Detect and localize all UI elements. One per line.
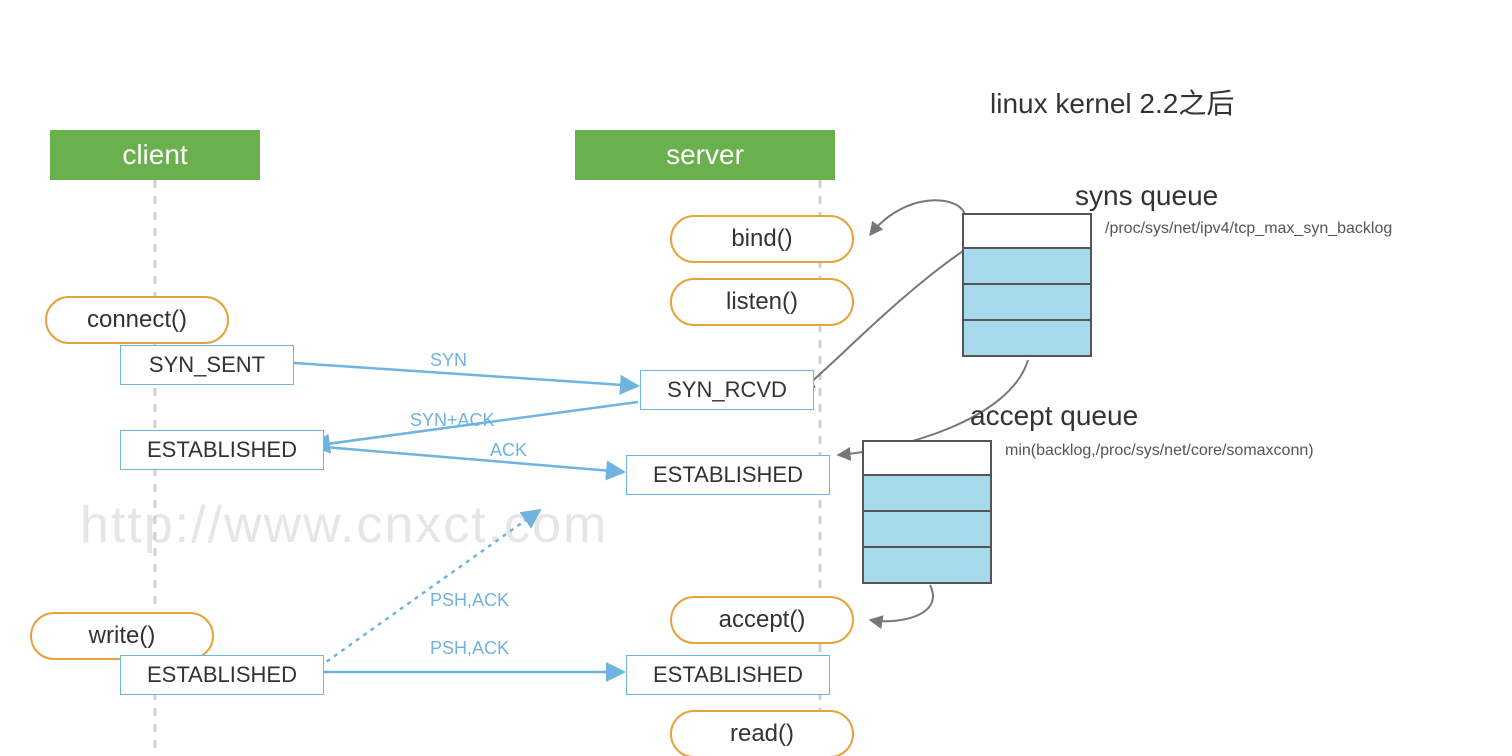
connect-call-label: connect() — [87, 306, 187, 334]
write-call-label: write() — [89, 622, 156, 650]
label-syn: SYN — [430, 350, 467, 371]
syns-queue-subtitle: /proc/sys/net/ipv4/tcp_max_syn_backlog — [1105, 220, 1392, 238]
server-header: server — [575, 130, 835, 180]
state-established-client-2: ESTABLISHED — [120, 655, 324, 695]
read-call: read() — [670, 710, 854, 756]
accept-queue-title: accept queue — [970, 400, 1138, 432]
state-syn-sent-label: SYN_SENT — [149, 352, 265, 378]
state-established-client-1-label: ESTABLISHED — [147, 437, 297, 463]
server-header-label: server — [666, 139, 744, 171]
state-established-server-1: ESTABLISHED — [626, 455, 830, 495]
client-header: client — [50, 130, 260, 180]
state-syn-sent: SYN_SENT — [120, 345, 294, 385]
label-psh-ack-2: PSH,ACK — [430, 638, 509, 659]
accept-queue-subtitle: min(backlog,/proc/sys/net/core/somaxconn… — [1005, 442, 1314, 460]
listen-call: listen() — [670, 278, 854, 326]
bind-call-label: bind() — [731, 225, 792, 253]
state-syn-rcvd: SYN_RCVD — [640, 370, 814, 410]
syns-queue-title: syns queue — [1075, 180, 1218, 212]
read-call-label: read() — [730, 720, 794, 748]
state-established-client-1: ESTABLISHED — [120, 430, 324, 470]
syns-queue — [962, 213, 1092, 357]
state-established-server-2: ESTABLISHED — [626, 655, 830, 695]
accept-call: accept() — [670, 596, 854, 644]
label-ack: ACK — [490, 440, 527, 461]
state-established-client-2-label: ESTABLISHED — [147, 662, 297, 688]
accept-queue — [862, 440, 992, 584]
state-syn-rcvd-label: SYN_RCVD — [667, 377, 787, 403]
listen-call-label: listen() — [726, 288, 798, 316]
label-psh-ack-1: PSH,ACK — [430, 590, 509, 611]
connect-call: connect() — [45, 296, 229, 344]
label-syn-ack: SYN+ACK — [410, 410, 495, 431]
accept-call-label: accept() — [719, 606, 806, 634]
state-established-server-2-label: ESTABLISHED — [653, 662, 803, 688]
watermark-text: http://www.cnxct.com — [80, 495, 608, 555]
write-call: write() — [30, 612, 214, 660]
kernel-title: linux kernel 2.2之后 — [990, 82, 1234, 122]
bind-call: bind() — [670, 215, 854, 263]
client-header-label: client — [122, 139, 187, 171]
state-established-server-1-label: ESTABLISHED — [653, 462, 803, 488]
